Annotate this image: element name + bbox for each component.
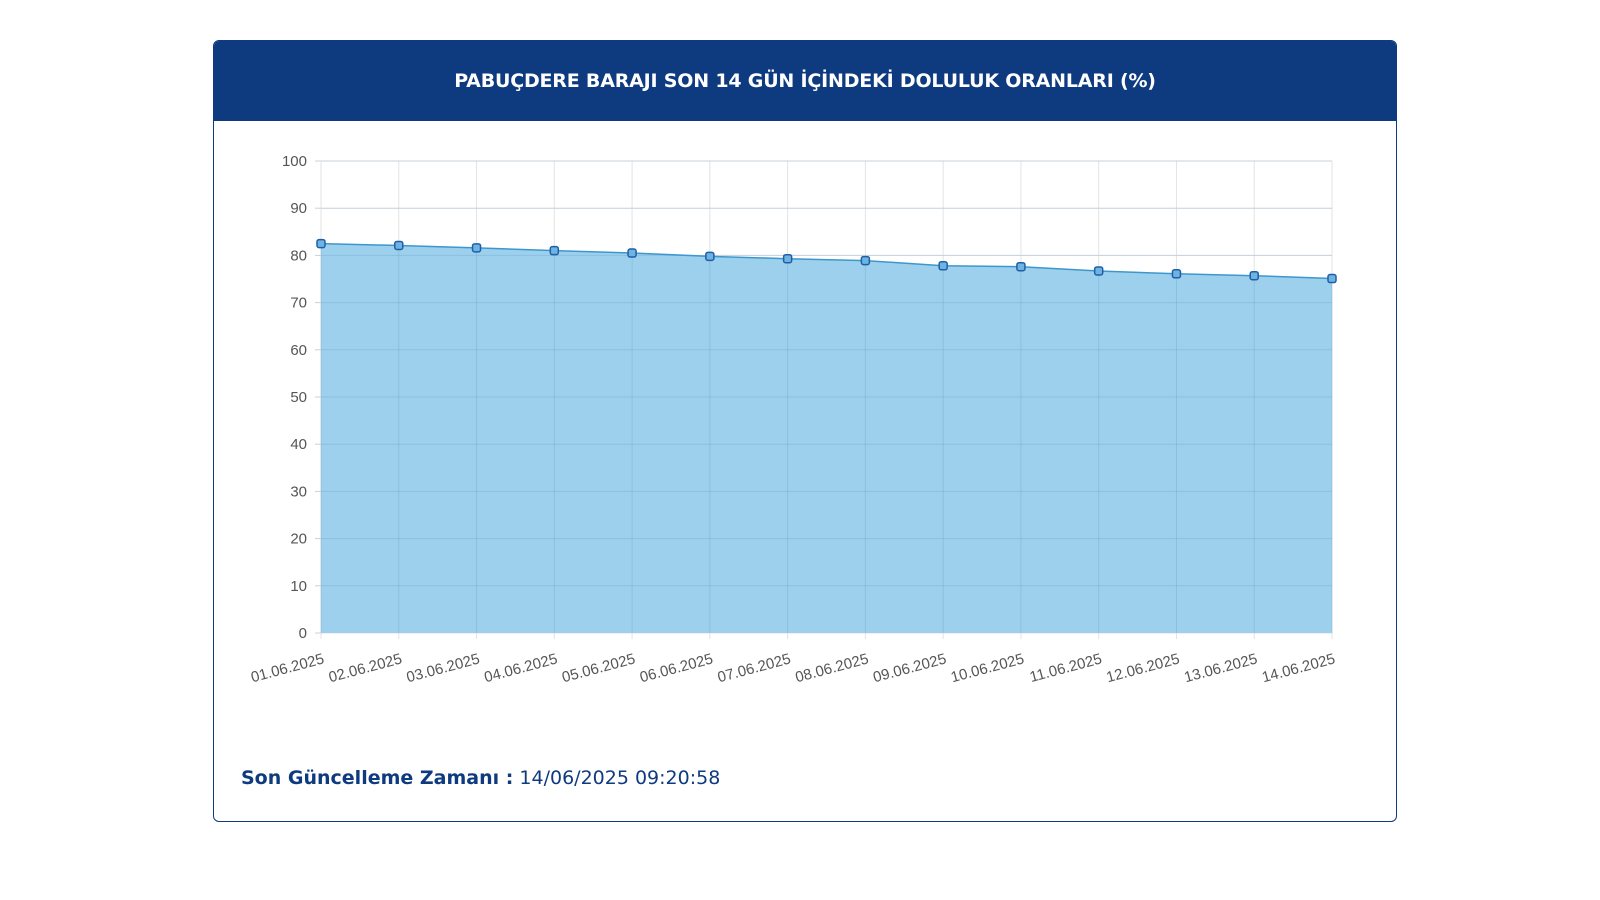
y-tick-label: 100: [282, 153, 307, 170]
last-update: Son Güncelleme Zamanı : 14/06/2025 09:20…: [241, 767, 720, 789]
x-tick-label: 05.06.2025: [560, 650, 637, 686]
x-tick-label: 08.06.2025: [794, 650, 871, 686]
data-point: [1249, 270, 1259, 281]
last-update-label: Son Güncelleme Zamanı :: [241, 767, 514, 789]
series-line: [320, 242, 1333, 280]
last-update-value: 14/06/2025 09:20:58: [519, 767, 721, 789]
series-area: [321, 243, 1332, 633]
data-point: [394, 240, 404, 251]
chart-header: PABUÇDERE BARAJI SON 14 GÜN İÇİNDEKİ DOL…: [214, 41, 1396, 121]
chart-card: PABUÇDERE BARAJI SON 14 GÜN İÇİNDEKİ DOL…: [213, 40, 1397, 822]
data-point: [782, 253, 793, 264]
y-tick-label: 20: [290, 531, 307, 548]
data-point: [1016, 261, 1026, 272]
y-tick-label: 80: [290, 247, 307, 264]
fill-rate-chart: 0 10 20 30 40 50 60 70 80 90 100 01.06.2025 02.06.20…: [249, 153, 1337, 686]
y-tick-label: 60: [290, 342, 307, 359]
data-point: [549, 245, 560, 256]
data-point: [1093, 266, 1104, 276]
x-tick-label: 12.06.2025: [1105, 650, 1182, 686]
data-point: [1171, 269, 1182, 279]
x-tick-label: 04.06.2025: [482, 650, 559, 686]
x-tick-label: 06.06.2025: [638, 650, 715, 686]
y-tick-label: 0: [299, 625, 307, 642]
y-tick-label: 40: [290, 436, 307, 453]
x-tick-label: 07.06.2025: [716, 650, 793, 686]
data-point: [1327, 273, 1337, 284]
data-point: [471, 243, 482, 253]
data-point: [938, 261, 948, 271]
y-tick-label: 50: [290, 389, 307, 406]
x-tick-label: 02.06.2025: [327, 650, 404, 686]
x-tick-label: 09.06.2025: [871, 650, 948, 686]
y-tick-label: 10: [290, 578, 307, 595]
data-point: [860, 255, 871, 266]
y-tick-label: 30: [290, 483, 307, 500]
x-tick-label: 01.06.2025: [249, 650, 326, 686]
chart-area: 0 10 20 30 40 50 60 70 80 90 100 01.06.2025 02.06.20…: [214, 121, 1396, 741]
x-tick-label: 03.06.2025: [405, 650, 482, 686]
y-tick-label: 70: [290, 295, 307, 312]
x-tick-label: 14.06.2025: [1260, 650, 1337, 686]
data-point: [316, 238, 326, 249]
x-tick-label: 13.06.2025: [1182, 650, 1259, 686]
x-tick-label: 10.06.2025: [949, 650, 1026, 686]
data-point: [705, 251, 715, 262]
chart-title: PABUÇDERE BARAJI SON 14 GÜN İÇİNDEKİ DOL…: [454, 70, 1156, 92]
x-tick-label: 11.06.2025: [1028, 650, 1104, 686]
y-tick-label: 90: [290, 200, 307, 217]
data-point: [627, 248, 637, 258]
